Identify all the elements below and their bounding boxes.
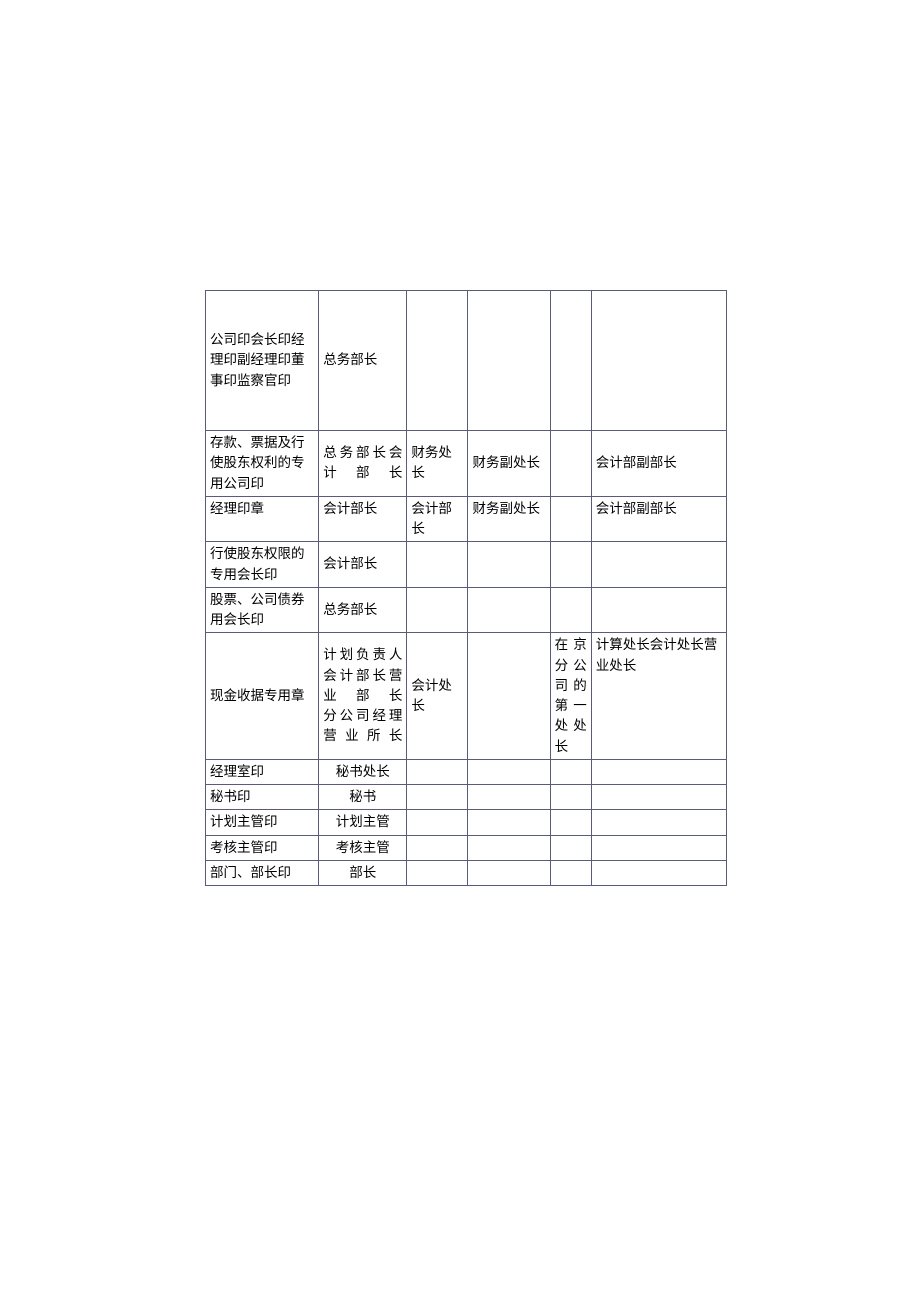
table-cell bbox=[550, 587, 591, 633]
table-row: 计划主管印计划主管 bbox=[206, 810, 727, 835]
table-cell bbox=[468, 633, 550, 760]
table-cell: 总务部长会计部长 bbox=[319, 431, 407, 497]
table-cell bbox=[468, 860, 550, 885]
table-cell bbox=[550, 759, 591, 784]
table-cell bbox=[591, 835, 726, 860]
table-cell: 计划负责人会计部长营业部长分公司经理营业所长 bbox=[319, 633, 407, 760]
table-cell bbox=[407, 785, 468, 810]
table-cell: 财务副处长 bbox=[468, 431, 550, 497]
table-cell: 公司印会长印经理印副经理印董事印监察官印 bbox=[206, 291, 319, 431]
table-row: 经理印章会计部长会计部长财务副处长会计部副部长 bbox=[206, 496, 727, 542]
table-cell: 计算处长会计处长营业处长 bbox=[591, 633, 726, 760]
table-cell bbox=[407, 810, 468, 835]
table-cell bbox=[591, 785, 726, 810]
table-cell bbox=[407, 835, 468, 860]
table-cell bbox=[591, 759, 726, 784]
table-cell: 存款、票据及行使股东权利的专用公司印 bbox=[206, 431, 319, 497]
table-row: 部门、部长印部长 bbox=[206, 860, 727, 885]
seal-custody-table-wrap: 公司印会长印经理印副经理印董事印监察官印总务部长存款、票据及行使股东权利的专用公… bbox=[205, 290, 727, 886]
table-row: 存款、票据及行使股东权利的专用公司印总务部长会计部长财务处长财务副处长会计部副部… bbox=[206, 431, 727, 497]
table-cell bbox=[550, 785, 591, 810]
table-cell bbox=[407, 759, 468, 784]
table-row: 公司印会长印经理印副经理印董事印监察官印总务部长 bbox=[206, 291, 727, 431]
table-cell: 在京分公司的第一处处长 bbox=[550, 633, 591, 760]
table-cell: 部门、部长印 bbox=[206, 860, 319, 885]
table-cell: 考核主管 bbox=[319, 835, 407, 860]
table-cell bbox=[550, 431, 591, 497]
table-cell: 会计处长 bbox=[407, 633, 468, 760]
table-cell: 秘书 bbox=[319, 785, 407, 810]
table-cell: 会计部副部长 bbox=[591, 431, 726, 497]
table-cell bbox=[407, 291, 468, 431]
table-cell: 财务副处长 bbox=[468, 496, 550, 542]
table-cell bbox=[591, 587, 726, 633]
table-cell: 会计部长 bbox=[407, 496, 468, 542]
table-row: 行使股东权限的专用会长印会计部长 bbox=[206, 542, 727, 588]
table-cell bbox=[407, 860, 468, 885]
table-cell: 总务部长 bbox=[319, 587, 407, 633]
table-cell bbox=[550, 810, 591, 835]
table-cell: 秘书处长 bbox=[319, 759, 407, 784]
table-cell bbox=[591, 810, 726, 835]
table-row: 现金收据专用章计划负责人会计部长营业部长分公司经理营业所长会计处长 在京分公司的第… bbox=[206, 633, 727, 760]
table-cell: 秘书印 bbox=[206, 785, 319, 810]
table-cell: 计划主管印 bbox=[206, 810, 319, 835]
table-cell bbox=[468, 785, 550, 810]
table-cell bbox=[591, 542, 726, 588]
table-row: 考核主管印考核主管 bbox=[206, 835, 727, 860]
table-cell: 经理室印 bbox=[206, 759, 319, 784]
table-cell bbox=[407, 587, 468, 633]
table-cell bbox=[468, 542, 550, 588]
table-cell bbox=[550, 496, 591, 542]
table-cell: 总务部长 bbox=[319, 291, 407, 431]
table-body: 公司印会长印经理印副经理印董事印监察官印总务部长存款、票据及行使股东权利的专用公… bbox=[206, 291, 727, 886]
table-row: 秘书印秘书 bbox=[206, 785, 727, 810]
table-cell bbox=[468, 810, 550, 835]
table-cell bbox=[550, 835, 591, 860]
table-cell: 考核主管印 bbox=[206, 835, 319, 860]
seal-custody-table: 公司印会长印经理印副经理印董事印监察官印总务部长存款、票据及行使股东权利的专用公… bbox=[205, 290, 727, 886]
table-cell: 会计部长 bbox=[319, 496, 407, 542]
table-cell bbox=[550, 860, 591, 885]
table-cell: 会计部副部长 bbox=[591, 496, 726, 542]
table-cell bbox=[550, 542, 591, 588]
table-cell bbox=[468, 291, 550, 431]
table-cell: 经理印章 bbox=[206, 496, 319, 542]
table-row: 股票、公司债券用会长印总务部长 bbox=[206, 587, 727, 633]
table-cell bbox=[591, 860, 726, 885]
table-cell bbox=[407, 542, 468, 588]
table-cell: 现金收据专用章 bbox=[206, 633, 319, 760]
table-cell: 股票、公司债券用会长印 bbox=[206, 587, 319, 633]
table-cell bbox=[468, 759, 550, 784]
table-cell: 部长 bbox=[319, 860, 407, 885]
table-cell: 行使股东权限的专用会长印 bbox=[206, 542, 319, 588]
table-cell bbox=[550, 291, 591, 431]
table-cell: 计划主管 bbox=[319, 810, 407, 835]
table-cell: 财务处长 bbox=[407, 431, 468, 497]
table-cell bbox=[468, 835, 550, 860]
table-cell bbox=[591, 291, 726, 431]
table-row: 经理室印秘书处长 bbox=[206, 759, 727, 784]
table-cell bbox=[468, 587, 550, 633]
table-cell: 会计部长 bbox=[319, 542, 407, 588]
